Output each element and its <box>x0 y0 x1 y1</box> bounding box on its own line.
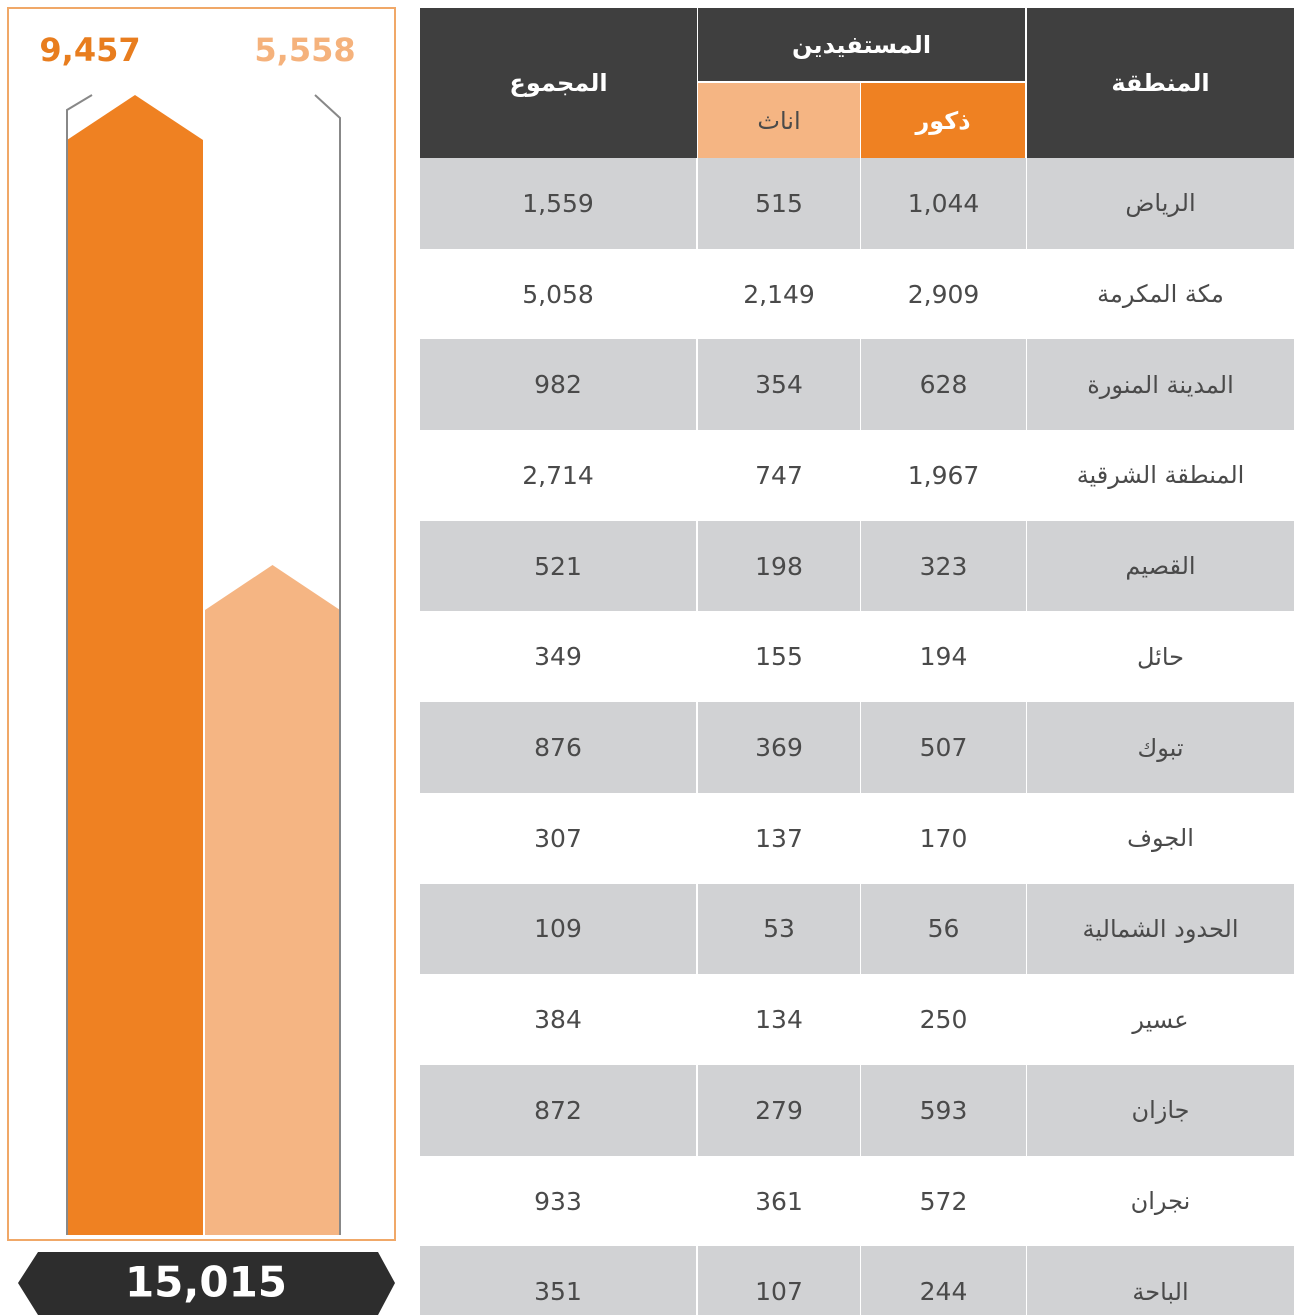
male-cell: 170 <box>861 793 1026 884</box>
region-cell: تبوك <box>1027 702 1294 793</box>
total-cell: 872 <box>420 1065 696 1156</box>
male-cell: 628 <box>861 339 1026 430</box>
grand-total: 15,015 <box>125 1258 287 1307</box>
female-cell: 155 <box>698 612 860 703</box>
total-cell: 5,058 <box>420 249 696 340</box>
female-cell: 134 <box>698 974 860 1065</box>
male-cell: 1,044 <box>861 158 1026 249</box>
female-cell: 279 <box>698 1065 860 1156</box>
region-cell: المنطقة الشرقية <box>1027 430 1294 521</box>
total-cell: 384 <box>420 974 696 1065</box>
female-cell: 515 <box>698 158 860 249</box>
male-cell: 2,909 <box>861 249 1026 340</box>
region-cell: عسير <box>1027 974 1294 1065</box>
region-cell: الجوف <box>1027 793 1294 884</box>
female-cell: 361 <box>698 1156 860 1247</box>
total-cell: 1,559 <box>420 158 696 249</box>
header-male: ذكور <box>861 83 1025 158</box>
total-cell: 351 <box>420 1246 696 1315</box>
male-cell: 507 <box>861 702 1026 793</box>
male-cell: 323 <box>861 521 1026 612</box>
total-cell: 2,714 <box>420 430 696 521</box>
header-total: المجموع <box>420 8 697 158</box>
male-cell: 593 <box>861 1065 1026 1156</box>
region-cell: نجران <box>1027 1156 1294 1247</box>
female-cell: 369 <box>698 702 860 793</box>
total-cell: 933 <box>420 1156 696 1247</box>
total-cell: 109 <box>420 884 696 975</box>
total-cell: 982 <box>420 339 696 430</box>
male-cell: 244 <box>861 1246 1026 1315</box>
male-cell: 194 <box>861 612 1026 703</box>
region-cell: الباحة <box>1027 1246 1294 1315</box>
total-cell: 521 <box>420 521 696 612</box>
female-cell: 107 <box>698 1246 860 1315</box>
page: 9,457 5,558 15,015 المنطقةالمستفيدينذكور… <box>0 0 1294 1315</box>
female-cell: 354 <box>698 339 860 430</box>
region-cell: مكة المكرمة <box>1027 249 1294 340</box>
region-cell: الرياض <box>1027 158 1294 249</box>
header-region: المنطقة <box>1027 8 1294 158</box>
female-cell: 2,149 <box>698 249 860 340</box>
region-cell: الحدود الشمالية <box>1027 884 1294 975</box>
total-cell: 307 <box>420 793 696 884</box>
region-cell: القصيم <box>1027 521 1294 612</box>
male-cell: 572 <box>861 1156 1026 1247</box>
male-cell: 250 <box>861 974 1026 1065</box>
female-bar <box>205 565 340 1235</box>
female-cell: 198 <box>698 521 860 612</box>
male-bar <box>67 95 203 1235</box>
summary-panel: 9,457 5,558 15,015 <box>0 0 410 1315</box>
header-female: اناث <box>698 83 860 158</box>
total-cell: 876 <box>420 702 696 793</box>
female-cell: 137 <box>698 793 860 884</box>
female-total: 5,558 <box>254 31 355 69</box>
male-cell: 56 <box>861 884 1026 975</box>
header-beneficiaries: المستفيدين <box>698 8 1025 81</box>
region-cell: حائل <box>1027 612 1294 703</box>
total-cell: 349 <box>420 612 696 703</box>
male-cell: 1,967 <box>861 430 1026 521</box>
region-cell: جازان <box>1027 1065 1294 1156</box>
female-cell: 747 <box>698 430 860 521</box>
male-total: 9,457 <box>39 31 140 69</box>
female-cell: 53 <box>698 884 860 975</box>
region-cell: المدينة المنورة <box>1027 339 1294 430</box>
